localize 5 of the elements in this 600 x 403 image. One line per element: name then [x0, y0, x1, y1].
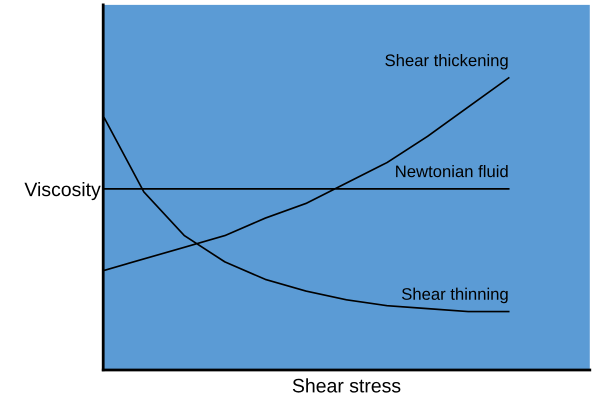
series-label: Shear thickening [385, 54, 508, 70]
y-axis-title: Viscosity [24, 182, 101, 200]
x-axis-title: Shear stress [292, 378, 400, 393]
series-label: Shear thinning [402, 288, 508, 304]
series-label: Newtonian fluid [396, 164, 508, 178]
